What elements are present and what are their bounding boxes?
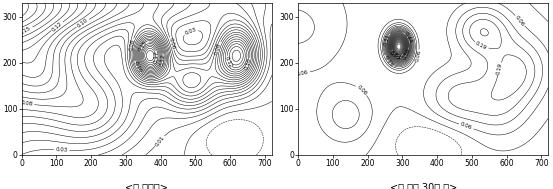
Text: 0.81: 0.81 <box>389 50 403 60</box>
Text: 0.08: 0.08 <box>214 42 222 55</box>
Text: 0.19: 0.19 <box>383 54 394 67</box>
Text: 0.15: 0.15 <box>19 25 32 36</box>
Text: 0.06: 0.06 <box>296 70 309 77</box>
Text: 0.06: 0.06 <box>414 49 422 62</box>
Text: <팜 작동전>: <팜 작동전> <box>126 182 168 189</box>
Text: 0.12: 0.12 <box>223 55 233 69</box>
Text: 0.15: 0.15 <box>138 40 148 53</box>
Text: 0.12: 0.12 <box>51 20 63 32</box>
Text: 0.12: 0.12 <box>160 54 166 66</box>
Text: 0.19: 0.19 <box>474 40 488 51</box>
Text: 0.56: 0.56 <box>402 47 412 60</box>
Text: 0.03: 0.03 <box>184 27 197 36</box>
Text: 0.10: 0.10 <box>76 18 89 29</box>
Text: 0.01: 0.01 <box>154 135 165 148</box>
Text: 0.08: 0.08 <box>20 100 33 107</box>
Text: 0.06: 0.06 <box>356 84 368 97</box>
Text: 0.10: 0.10 <box>132 60 142 74</box>
Text: 0.10: 0.10 <box>244 57 253 71</box>
Text: 0.06: 0.06 <box>168 37 176 50</box>
Text: <팜 작동 30초 후>: <팜 작동 30초 후> <box>389 182 457 189</box>
Text: 0.08: 0.08 <box>128 38 135 51</box>
Text: 0.19: 0.19 <box>496 62 504 75</box>
Text: 0.44: 0.44 <box>403 31 413 44</box>
Text: 0.17: 0.17 <box>154 51 160 63</box>
Text: 0.03: 0.03 <box>55 147 68 153</box>
Text: 0.06: 0.06 <box>460 122 473 131</box>
Text: 0.69: 0.69 <box>388 50 401 62</box>
Text: 0.31: 0.31 <box>383 33 391 46</box>
Text: 0.06: 0.06 <box>514 14 525 27</box>
